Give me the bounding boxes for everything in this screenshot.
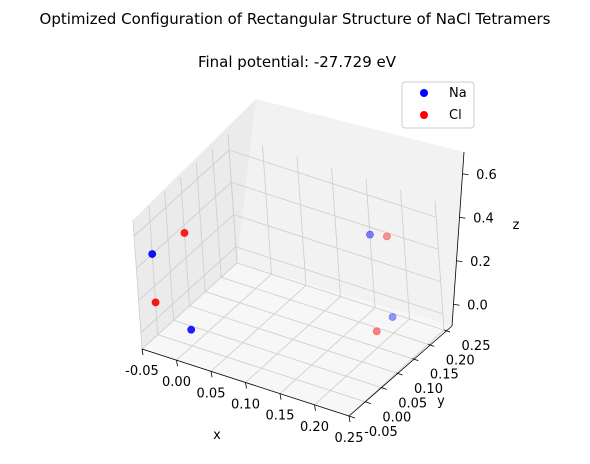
- legend-frame: [401, 81, 475, 129]
- grid-line: [233, 214, 441, 283]
- chart-title: Optimized Configuration of Rectangular S…: [40, 10, 551, 28]
- x-tick-label: 0.00: [162, 375, 191, 390]
- y-tick: [396, 372, 403, 376]
- grid-lines: [132, 133, 445, 417]
- y-tick-label: 0.20: [446, 353, 475, 368]
- axes-panes: [133, 99, 464, 416]
- grid-line: [140, 246, 237, 334]
- point-cl: [383, 232, 391, 241]
- y-tick: [428, 343, 435, 347]
- x-tick-label: 0.05: [197, 386, 226, 401]
- x-tick-label: 0.20: [300, 420, 329, 435]
- z-tick: [459, 216, 466, 219]
- legend: Na Cl: [401, 81, 475, 129]
- grid-line: [236, 262, 445, 331]
- grid-line: [400, 189, 410, 319]
- x-tick-label: 0.15: [266, 409, 295, 424]
- legend-marker-na: [420, 89, 428, 97]
- z-tick: [453, 303, 460, 306]
- grid-line: [235, 246, 444, 315]
- grid-line: [331, 167, 341, 297]
- grid-line: [205, 291, 413, 360]
- grid-line: [180, 176, 190, 307]
- x-tick: [245, 382, 247, 389]
- z-axis-line: [451, 151, 465, 327]
- y-tick-label: 0.00: [382, 411, 411, 426]
- grid-line: [132, 219, 143, 350]
- pane-back: [237, 99, 464, 326]
- grid-line: [221, 276, 429, 345]
- z-tick-label: 0.6: [476, 168, 497, 183]
- y-tick-label: 0.05: [398, 396, 427, 411]
- grid-line: [133, 149, 230, 237]
- x-tick: [279, 393, 282, 400]
- x-tick-label: -0.05: [125, 364, 159, 379]
- z-tick-label: 0.2: [470, 255, 491, 270]
- legend-label-na: Na: [449, 86, 467, 101]
- z-tick: [462, 173, 469, 176]
- x-tick-label: 0.10: [231, 398, 260, 413]
- z-tick-label: 0.0: [467, 298, 488, 313]
- x-tick: [348, 415, 351, 423]
- grid-line: [173, 319, 381, 388]
- grid-line: [138, 214, 234, 301]
- y-tick-label: 0.15: [430, 368, 459, 383]
- point-cl: [180, 229, 189, 237]
- point-cl: [372, 327, 381, 336]
- grid-line: [296, 156, 307, 286]
- x-tick: [314, 404, 316, 411]
- grid-line: [164, 191, 175, 321]
- y-tick-label: 0.10: [414, 382, 443, 397]
- x-axis-label: x: [213, 428, 221, 443]
- grid-line: [211, 148, 222, 278]
- grid-line: [227, 133, 238, 264]
- y-axis-line: [348, 325, 453, 417]
- chart-subtitle: Final potential: -27.729 eV: [198, 53, 397, 71]
- x-tick: [176, 360, 178, 367]
- x-tick-label: 0.25: [335, 431, 364, 446]
- grid-line: [228, 149, 437, 218]
- pane-left: [133, 99, 256, 349]
- grid-line: [148, 205, 159, 335]
- legend-marker-cl: [420, 111, 428, 119]
- pane-floor: [142, 263, 452, 416]
- point-na: [187, 325, 196, 334]
- grid-line: [262, 145, 272, 275]
- point-na: [388, 313, 397, 321]
- grid-line: [189, 305, 397, 374]
- y-tick: [364, 401, 371, 405]
- grid-line: [195, 162, 206, 292]
- grid-line: [231, 181, 439, 250]
- z-axis-label: z: [513, 218, 520, 233]
- legend-label-cl: Cl: [449, 108, 462, 123]
- tick-labels: -0.050.000.050.100.150.200.25 -0.050.000.…: [125, 168, 497, 446]
- grid-line: [434, 200, 445, 331]
- x-tick: [141, 348, 144, 356]
- y-axis-label: y: [437, 394, 445, 409]
- data-points: [148, 229, 397, 336]
- point-na: [366, 230, 374, 239]
- z-tick: [456, 260, 463, 263]
- y-tick: [348, 415, 356, 419]
- y-tick-label: 0.25: [462, 339, 491, 354]
- grid-line: [157, 334, 365, 403]
- grid-line: [365, 178, 376, 308]
- y-tick: [443, 329, 451, 333]
- y-tick: [380, 386, 387, 390]
- y-tick: [412, 358, 419, 362]
- z-tick-label: 0.4: [473, 211, 494, 226]
- point-na: [148, 250, 157, 258]
- y-tick-label: -0.05: [364, 425, 398, 440]
- x-tick: [210, 371, 213, 378]
- axis-lines: [141, 151, 469, 423]
- point-cl: [151, 298, 160, 307]
